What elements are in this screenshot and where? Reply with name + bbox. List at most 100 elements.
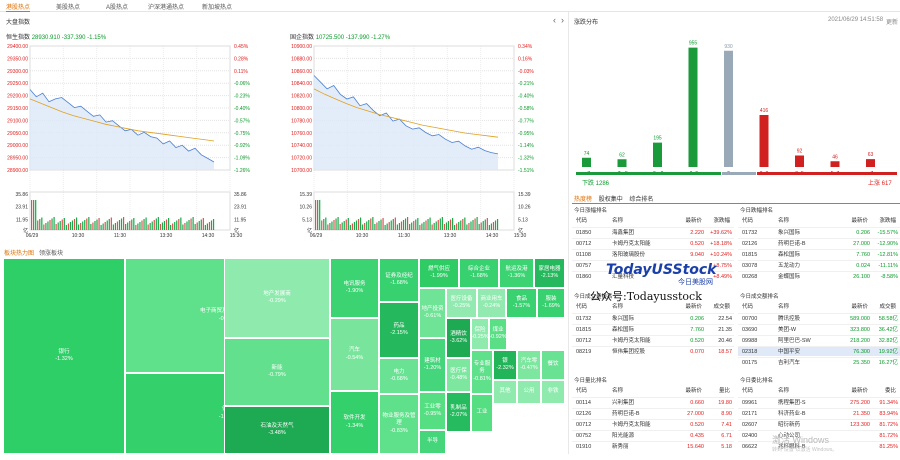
wechat-watermark: 公众号:Todayusstock: [590, 290, 702, 303]
heatmap-tile[interactable]: 专业服务 -0.81%: [471, 350, 493, 394]
heatmap-tile[interactable]: 软件开发 -1.34%: [330, 391, 379, 454]
rank-table: 今日涨幅排名 代码 名称 最新价 涨跌幅 01850 海鑫集团 2.220 +39.62% 007…: [572, 206, 734, 290]
heatmap-tile[interactable]: 地产发展商 -0.29%: [224, 258, 330, 338]
heatmap-tile[interactable]: 非铁: [541, 380, 565, 404]
heatmap-tile[interactable]: 药品 -2.15%: [379, 302, 419, 358]
heatmap-tile[interactable]: 酒精饮 -3.62%: [446, 318, 471, 358]
rank-row[interactable]: 00712 卡姆丹克太阳能 0.520 7.41: [572, 419, 734, 429]
rank-row[interactable]: 03078 五龙动力 0.024 -11.11%: [738, 260, 900, 270]
heatmap-tile[interactable]: 公用: [517, 380, 541, 404]
heatmap-tile[interactable]: 半导: [419, 430, 446, 454]
rank-row[interactable]: 01850 海鑫集团 2.220 +39.62%: [572, 227, 734, 237]
heatmap-tile[interactable]: 新能 -0.79%: [224, 338, 330, 406]
heatmap-tile[interactable]: 工业零 -0.95%: [419, 392, 446, 430]
rank-row[interactable]: 01815 森松国际 7.760 21.35: [572, 324, 734, 334]
heatmap-tile[interactable]: 银行 -1.32%: [3, 258, 125, 454]
heatmap-tile[interactable]: 证券及经纪 -1.68%: [379, 258, 419, 302]
rank-row[interactable]: 01910 新秀丽 15.640 5.18: [572, 441, 734, 451]
heatmap-tile[interactable]: 汽车零 -0.47%: [517, 350, 541, 380]
rank-cell: 恒伟集团控股: [612, 349, 646, 355]
rank-row[interactable]: 01815 森松国际 7.760 -12.81%: [738, 249, 900, 259]
hsce-y-right-tick: -0.58%: [518, 106, 534, 112]
hsce-volume-bar: [323, 219, 325, 230]
heatmap-tile[interactable]: 电讯服务 -1.90%: [330, 258, 379, 318]
tab-sg-hot[interactable]: 新加坡热点: [202, 5, 233, 11]
heatmap-tile-name: 电力: [393, 368, 405, 375]
tab-us-hot[interactable]: 美股热点: [56, 5, 81, 11]
prev-icon[interactable]: ‹: [553, 15, 556, 25]
tab-composite[interactable]: 综合排名: [629, 197, 654, 203]
heatmap-tile[interactable]: 乳制品 -2.07%: [446, 392, 471, 432]
rank-row[interactable]: 02400 心动公司 81.72%: [738, 430, 900, 440]
hsi-volume-bar: [157, 217, 159, 230]
tab-connect-hot[interactable]: 沪深港通热点: [148, 5, 185, 11]
heatmap-tile[interactable]: 工业: [471, 394, 493, 432]
rank-row[interactable]: 00268 金蝶国际 26.100 -8.58%: [738, 271, 900, 281]
heatmap-tile[interactable]: 餐饮: [541, 350, 565, 380]
heatmap-tile[interactable]: 其他: [493, 380, 517, 404]
rank-row[interactable]: 02126 药明巨诺-B 27.000 -12.90%: [738, 238, 900, 248]
rank-row[interactable]: 00712 卡姆丹克太阳能 0.520 +18.18%: [572, 238, 734, 248]
heatmap-tile[interactable]: 燃气供应 -1.99%: [419, 258, 459, 288]
rank-row[interactable]: 09988 阿里巴巴-SW 218.200 32.82亿: [738, 335, 900, 345]
rank-table: 今日量比排名 代码 名称 最新价 量比 00114 兴利集团 0.660 19.80 02126 药…: [572, 376, 734, 460]
heatmap-tile-pct: -0.25%: [471, 334, 489, 340]
heatmap-tile[interactable]: 银 -2.32%: [493, 350, 517, 380]
rank-row[interactable]: 01860 汇量科技 +8.49%: [572, 271, 734, 281]
hsce-y-left-tick: 10760.00: [291, 131, 312, 137]
hsce-volume-bar: [437, 220, 439, 230]
heatmap-tile[interactable]: 电力 -0.68%: [379, 358, 419, 394]
rank-row[interactable]: 03690 美团-W 323.800 36.42亿: [738, 324, 900, 334]
hsce-avg-line: [313, 88, 499, 138]
rank-row[interactable]: 09961 携程集团-S 275.200 91.34%: [738, 397, 900, 407]
rank-row[interactable]: 01732 象兴国际 0.206 -15.57%: [738, 227, 900, 237]
tab-leading-sectors[interactable]: 领涨板块: [39, 251, 64, 257]
heatmap-tile[interactable]: 汽车 -0.54%: [330, 318, 379, 391]
rank-row[interactable]: 06622 兆科眼科-B 81.25%: [738, 441, 900, 451]
next-icon[interactable]: ›: [561, 15, 564, 25]
rank-row[interactable]: 00757 +8.75%: [572, 260, 734, 270]
tab-concentration[interactable]: 股权集中: [598, 197, 623, 203]
heatmap-tile[interactable]: 地产投资 -0.61%: [419, 288, 446, 338]
rank-row[interactable]: 02607 昭衍新药 123.300 81.72%: [738, 419, 900, 429]
heatmap-tile[interactable]: 物业服务及管理 -0.83%: [379, 394, 419, 454]
heatmap-tile[interactable]: 商业用车 -0.24%: [477, 288, 506, 318]
rank-row[interactable]: 00175 吉利汽车 25.350 16.27亿: [738, 357, 900, 367]
heatmap-tile[interactable]: 医疗设备 -0.25%: [446, 288, 477, 318]
rank-cell: 01815: [576, 327, 592, 333]
hsce-volume-bar: [335, 218, 337, 230]
heatmap-tile[interactable]: 煤业 -0.92%: [489, 318, 507, 350]
heatmap-tile[interactable]: 保险 -0.25%: [471, 318, 489, 350]
heatmap-tile[interactable]: 服装 -1.69%: [537, 288, 565, 318]
rank-row[interactable]: 02171 科济药业-B 21.350 83.94%: [738, 408, 900, 418]
rank-row[interactable]: 00752 阳光能源 0.435 6.71: [572, 430, 734, 440]
tab-a-share-hot[interactable]: A股热点: [106, 5, 129, 11]
rank-row[interactable]: 02126 药明巨诺-B 27.000 8.90: [572, 408, 734, 418]
tab-hot[interactable]: 热度榜: [574, 197, 593, 203]
hsce-y-right-tick: -0.03%: [518, 69, 534, 75]
rank-row[interactable]: 00114 兴利集团 0.660 19.80: [572, 397, 734, 407]
heatmap-tile-pct: -1.34%: [345, 422, 364, 429]
heatmap-tile-name: 服装: [545, 295, 557, 302]
heatmap-tile[interactable]: 家居电器 -2.13%: [534, 258, 565, 288]
rank-cell: 7.760: [690, 327, 704, 333]
hsce-volume-bar: [329, 223, 331, 230]
refresh-link[interactable]: 更新: [886, 20, 899, 26]
rank-table-title: 今日成交量排名: [574, 294, 613, 300]
heatmap-tile[interactable]: 医疗保 -0.48%: [446, 358, 471, 392]
tab-hk-hot[interactable]: 港股热点: [6, 2, 31, 12]
tab-heatmap[interactable]: 板块热力图: [4, 251, 35, 257]
rank-row[interactable]: 08219 恒伟集团控股 0.070 18.57: [572, 346, 734, 356]
rank-row[interactable]: 00712 卡姆丹克太阳能 0.520 20.46: [572, 335, 734, 345]
rank-row[interactable]: 01732 象兴国际 0.206 22.54: [572, 313, 734, 323]
rank-row[interactable]: 00700 腾讯控股 589.000 58.58亿: [738, 313, 900, 323]
heatmap-tile[interactable]: 航运及港 -1.36%: [499, 258, 534, 288]
heatmap-tile[interactable]: 综合企业 -1.68%: [459, 258, 499, 288]
rank-row[interactable]: 02318 中国平安 76.300 19.92亿: [738, 346, 900, 356]
heatmap-tile[interactable]: 食品 -1.57%: [506, 288, 537, 318]
heatmap-tile[interactable]: 建筑材 -1.20%: [419, 338, 446, 392]
rank-row[interactable]: 01108 洛阳玻璃股份 9.040 +10.24%: [572, 249, 734, 259]
heatmap-tile[interactable]: 石油及天然气 -3.48%: [224, 406, 330, 454]
heatmap-tile-name: 银: [502, 357, 508, 364]
hsce-volume-bar: [456, 223, 458, 230]
